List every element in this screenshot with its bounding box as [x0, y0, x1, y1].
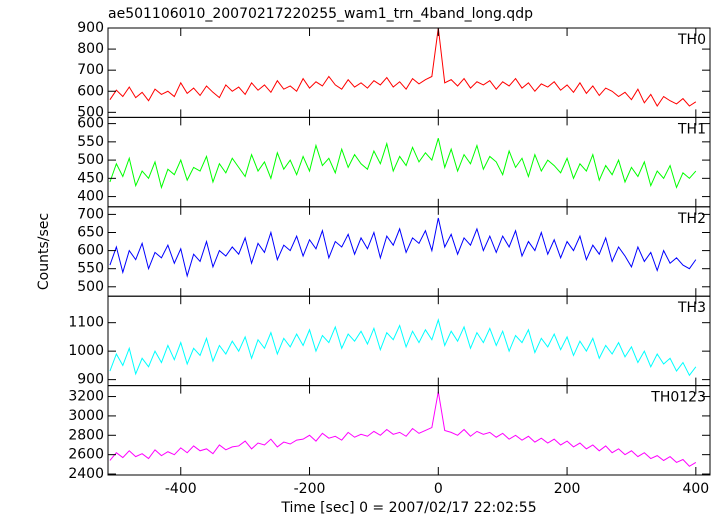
panel-frame: [107, 116, 711, 208]
y-tick-label: 1000: [68, 343, 104, 359]
x-tick-label: -200: [294, 481, 326, 497]
x-tick-label: -400: [165, 481, 197, 497]
y-tick-label: 450: [77, 170, 104, 186]
x-tick-label: 200: [554, 481, 581, 497]
y-tick-label: 700: [77, 62, 104, 78]
y-tick-label: 400: [77, 189, 104, 205]
y-axis-label: Counts/sec: [36, 213, 52, 290]
y-tick-label: 550: [77, 261, 104, 277]
y-tick-label: 2800: [68, 427, 104, 443]
series-label: TH0123: [650, 390, 706, 406]
y-tick-label: 1100: [68, 315, 104, 331]
y-tick-label: 700: [77, 206, 104, 222]
y-tick-label: 500: [77, 104, 104, 120]
y-tick-label: 900: [77, 20, 104, 36]
y-tick-label: 600: [77, 243, 104, 259]
series-line: [109, 28, 697, 107]
panel-frame: [107, 27, 711, 118]
chart-title: ae501106010_20070217220255_wam1_trn_4ban…: [108, 6, 533, 22]
y-tick-label: 3200: [68, 389, 104, 405]
series-line: [109, 138, 697, 190]
x-tick-label: 400: [682, 481, 709, 497]
y-tick-label: 3000: [68, 408, 104, 424]
series-line: [109, 318, 697, 377]
y-tick-label: 650: [77, 224, 104, 240]
y-tick-label: 600: [77, 83, 104, 99]
y-tick-label: 2600: [68, 447, 104, 463]
series-line: [109, 391, 697, 467]
series-label: TH1: [677, 121, 706, 137]
series-label: TH0: [677, 32, 706, 48]
y-tick-label: 800: [77, 41, 104, 57]
y-tick-label: 500: [77, 152, 104, 168]
series-label: TH3: [677, 300, 706, 316]
x-axis-label: Time [sec] 0 = 2007/02/17 22:02:55: [280, 500, 536, 516]
series-line: [109, 217, 697, 278]
y-tick-label: 500: [77, 279, 104, 295]
panel-frame: [107, 206, 711, 297]
panel-frame: [107, 385, 711, 476]
y-tick-label: 550: [77, 134, 104, 150]
y-tick-label: 2400: [68, 466, 104, 482]
series-label: TH2: [677, 211, 706, 227]
y-tick-label: 900: [77, 372, 104, 388]
x-tick-label: 0: [434, 481, 443, 497]
y-tick-label: 600: [77, 116, 104, 132]
